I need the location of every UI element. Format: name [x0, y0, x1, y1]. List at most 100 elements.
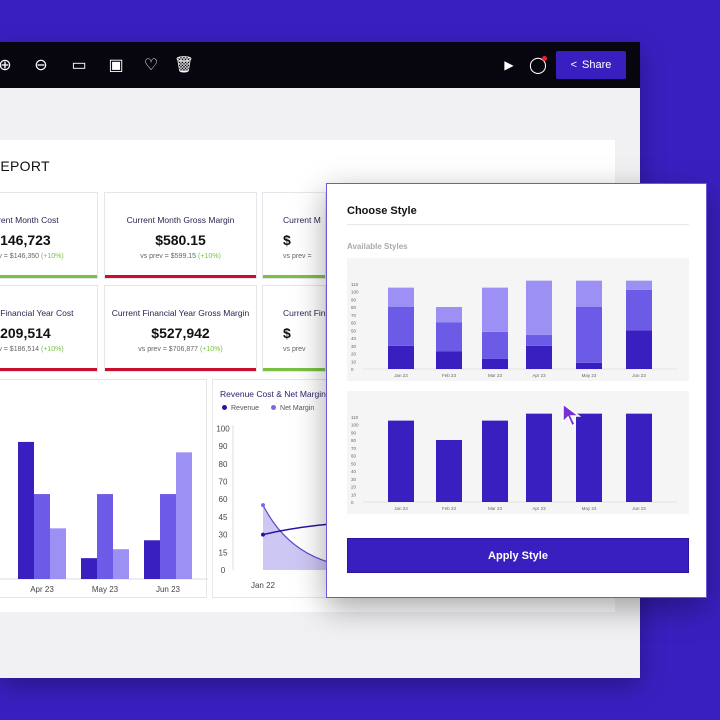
bar-segment [626, 289, 652, 331]
bar-segment [436, 351, 462, 369]
bar-segment [626, 330, 652, 369]
net-margin-area [263, 505, 413, 570]
trash-icon[interactable]: 🗑︎ [173, 57, 195, 74]
x-tick-label: Jan 23 [394, 506, 408, 511]
chart-title: Revenue Cost & Net Margin [220, 389, 326, 399]
x-tick-label: Jun 23 [156, 585, 181, 594]
y-tick-label: 70 [219, 478, 228, 487]
y-tick-label: 80 [351, 438, 357, 443]
simple-bar-preview: 0 10 20 30 40 50 60 70 80 90 100 110 Jan 23 Feb 23 Mar… [351, 413, 677, 511]
bar [113, 549, 129, 579]
kpi-card: Current Financial Year Gross Margin $527,… [104, 285, 257, 372]
style-option-stacked[interactable]: 0 10 20 30 40 50 60 70 80 90 100 110 Jan 23 Feb 23 Mar… [347, 258, 689, 381]
kpi-prev: vs prev = $706,877 (+10%) [138, 346, 223, 353]
kpi-value: $527,942 [151, 325, 210, 341]
bar-segment [626, 280, 652, 290]
y-tick-label: 50 [351, 328, 357, 333]
kpi-card: Current Month Cost $146,723 vs prev = $146… [0, 192, 98, 279]
y-tick-label: 100 [351, 290, 359, 295]
kpi-prev: vs prev = $186,514 (+10%) [0, 346, 64, 353]
legend-revenue: Revenue [222, 405, 259, 412]
x-tick-label: Feb 23 [442, 373, 457, 378]
bar-segment [482, 287, 508, 332]
y-tick-label: 15 [219, 548, 228, 557]
play-icon[interactable]: ▶ [504, 58, 514, 72]
kpi-card: Current M $ vs prev = [262, 192, 326, 279]
bar-segment [388, 345, 414, 369]
y-tick-label: 30 [219, 531, 228, 540]
comment-notification-icon[interactable]: ◯ [529, 56, 547, 74]
share-button[interactable]: < Share [556, 51, 626, 79]
y-tick-label: 70 [351, 446, 357, 451]
bar [436, 440, 462, 502]
x-tick-label: Mar 23 [488, 506, 503, 511]
y-tick-label: 90 [219, 442, 228, 451]
x-tick-label: May 23 [582, 506, 597, 511]
page-title: REPORT [0, 158, 50, 174]
bar [526, 413, 552, 502]
kpi-value: $580.15 [155, 232, 206, 248]
cursor-icon [562, 402, 582, 428]
bar-segment [576, 280, 602, 307]
kpi-title: Current Financ [283, 308, 325, 318]
kpi-card: Current Financ $ vs prev [262, 285, 326, 372]
y-tick-label: 20 [351, 352, 357, 357]
y-tick-label: 60 [219, 495, 228, 504]
x-tick-label: Jan 23 [394, 373, 408, 378]
monitor-fullscreen-icon[interactable]: ▣ [108, 57, 124, 74]
bar-segment [576, 362, 602, 369]
y-tick-label: 10 [351, 359, 357, 364]
status-bar [0, 275, 97, 278]
bar-segment [576, 307, 602, 363]
modal-title: Choose Style [347, 205, 417, 217]
bar-segment [482, 358, 508, 369]
kpi-prev: vs prev = [283, 253, 312, 260]
x-tick-label: Jun 23 [632, 373, 646, 378]
heart-icon[interactable]: ♡ [143, 57, 159, 74]
stacked-bar-preview: 0 10 20 30 40 50 60 70 80 90 100 110 Jan 23 Feb 23 Mar… [351, 280, 677, 378]
x-tick-label: Jan 22 [251, 581, 276, 590]
monitor-code-icon[interactable]: ▭ [71, 57, 87, 74]
kpi-title: Current Financial Year Gross Margin [111, 308, 250, 318]
y-tick-label: 60 [351, 321, 357, 326]
bar-segment [436, 322, 462, 352]
bar-segment [436, 307, 462, 323]
kpi-value: $209,514 [0, 325, 51, 341]
bar [97, 494, 113, 579]
data-point [261, 532, 265, 537]
y-tick-label: 0 [221, 566, 226, 575]
x-tick-label: Apr 23 [532, 506, 546, 511]
kpi-title: Current Financial Year Cost [0, 308, 74, 318]
toolbar: ⊕ ⊖ ▭ ▣ ♡ 🗑︎ ▶ ◯ < Share [0, 42, 640, 88]
bar [388, 420, 414, 502]
bar-segment [526, 345, 552, 369]
x-tick-label: Apr 23 [532, 373, 546, 378]
x-tick-label: May 23 [582, 373, 597, 378]
bar [18, 441, 34, 579]
y-tick-label: 110 [351, 282, 359, 287]
x-tick-label: Apr 23 [30, 585, 54, 594]
bar-segment [526, 280, 552, 335]
apply-style-button[interactable]: Apply Style [347, 538, 689, 573]
y-tick-label: 45 [219, 513, 228, 522]
y-tick-label: 30 [351, 344, 357, 349]
y-tick-label: 0 [351, 367, 354, 372]
bar-segment [388, 287, 414, 307]
zoom-in-icon[interactable]: ⊕ [0, 57, 12, 74]
status-bar [263, 275, 325, 278]
divider [347, 224, 689, 225]
choose-style-modal: Choose Style Available Styles 0 10 20 30 40 5… [326, 183, 707, 598]
x-tick-label: Feb 23 [442, 506, 457, 511]
bar [81, 558, 97, 579]
zoom-out-icon[interactable]: ⊖ [34, 57, 48, 74]
bar-chart-panel: Apr 23 May 23 Jun 23 [0, 379, 208, 598]
y-tick-label: 70 [351, 313, 357, 318]
share-icon: < [570, 59, 578, 71]
kpi-card: Current Financial Year Cost $209,514 vs pr… [0, 285, 98, 372]
kpi-title: Current Month Cost [0, 215, 59, 225]
bar [176, 452, 192, 579]
style-option-simple[interactable]: 0 10 20 30 40 50 60 70 80 90 100 110 Jan 23 Feb 23 Mar… [347, 391, 689, 514]
legend-net-margin: Net Margin [271, 405, 314, 412]
y-tick-label: 80 [351, 305, 357, 310]
